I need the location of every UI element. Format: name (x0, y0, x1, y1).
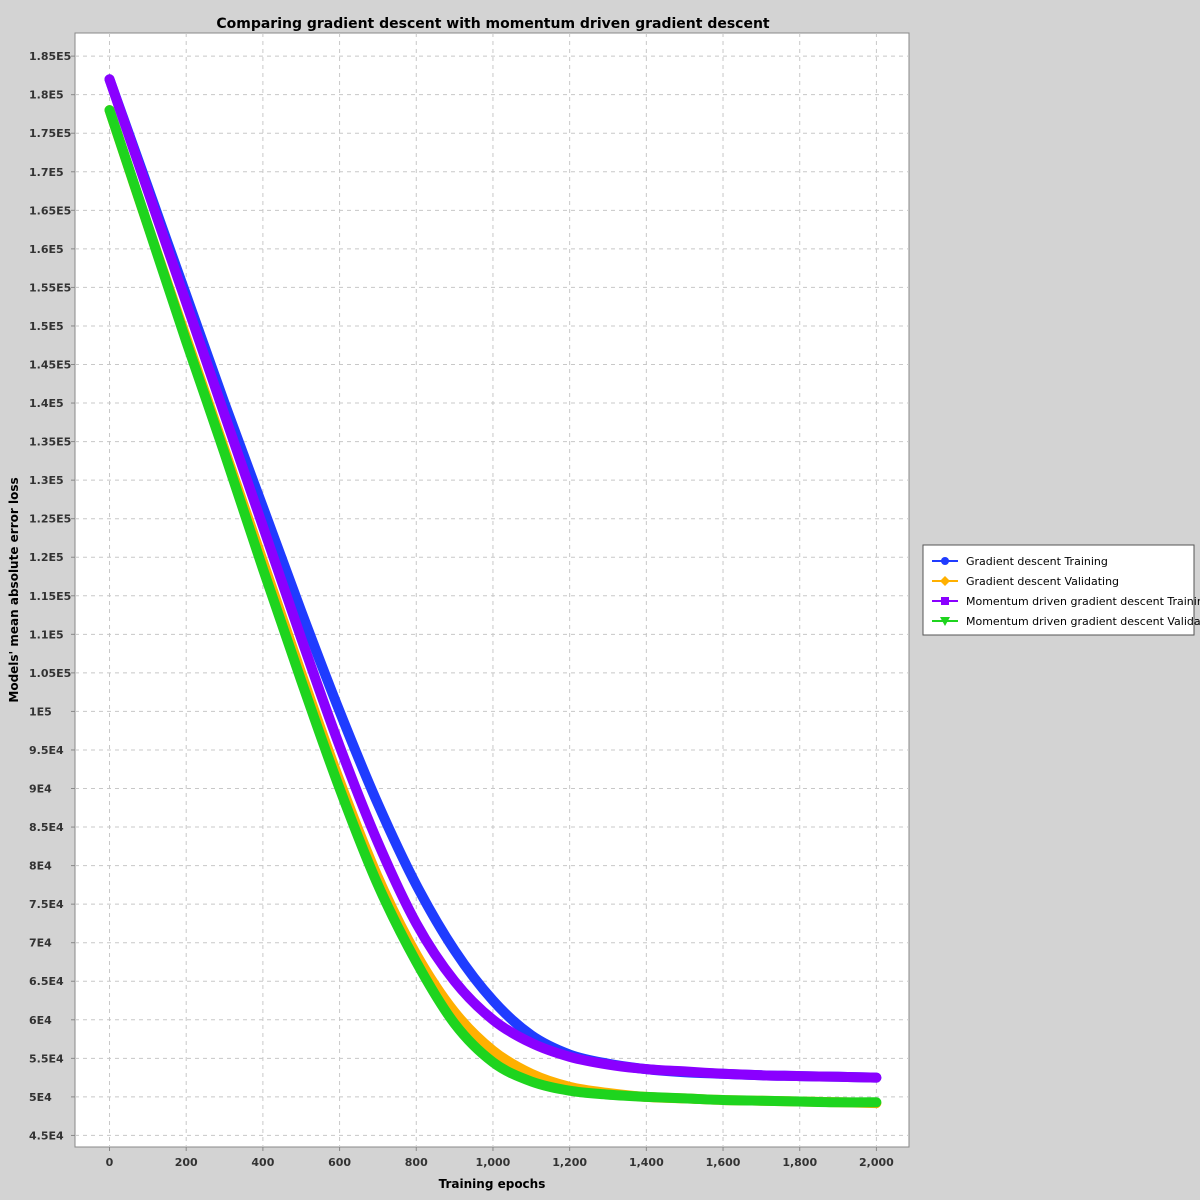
series-lines (104, 74, 882, 1109)
y-tick-label: 1.05E5 (29, 667, 71, 680)
y-tick-label: 1.35E5 (29, 436, 71, 449)
legend-items: Gradient descent Training Gradient descen… (932, 555, 1200, 628)
x-tick-label: 200 (175, 1156, 198, 1169)
series-line-3 (104, 105, 882, 1108)
x-tick-label: 0 (106, 1156, 114, 1169)
y-tick-label: 7E4 (29, 937, 52, 950)
x-tick-label: 400 (251, 1156, 274, 1169)
chart-title: Comparing gradient descent with momentum… (216, 16, 770, 32)
x-tick-label: 2,000 (859, 1156, 894, 1169)
legend-label: Gradient descent Training (966, 555, 1108, 568)
y-tick-label: 1.55E5 (29, 281, 71, 294)
y-tick-label: 1.4E5 (29, 397, 64, 410)
series-line-2 (104, 74, 882, 1083)
legend-label: Momentum driven gradient descent Trainin… (966, 595, 1200, 608)
grid (75, 33, 909, 1147)
x-tick-label: 1,400 (629, 1156, 664, 1169)
legend-label: Gradient descent Validating (966, 575, 1119, 588)
plot-area (74, 32, 910, 1148)
y-axis-label: Models' mean absolute error loss (7, 477, 21, 702)
legend-marker-square (941, 597, 949, 605)
y-tick-label: 6E4 (29, 1014, 52, 1027)
y-tick-label: 1.65E5 (29, 204, 71, 217)
y-tick-label: 1.8E5 (29, 89, 64, 102)
y-tick-label: 6.5E4 (29, 975, 64, 988)
x-axis-label: Training epochs (439, 1177, 546, 1191)
y-tick-label: 1.6E5 (29, 243, 64, 256)
y-tick-label: 1.5E5 (29, 320, 64, 333)
y-tick-label: 1E5 (29, 705, 52, 718)
y-tick-label: 1.25E5 (29, 513, 71, 526)
axes: 0 200 400 600 800 1,000 1,200 1,400 1,600 1,800 2,… (29, 50, 894, 1169)
x-tick-label: 800 (405, 1156, 428, 1169)
legend-marker-diamond (940, 576, 950, 586)
y-tick-label: 9E4 (29, 783, 52, 796)
y-tick-label: 1.1E5 (29, 628, 64, 641)
y-tick-label: 8.5E4 (29, 821, 64, 834)
y-tick-label: 1.3E5 (29, 474, 64, 487)
x-tick-label: 1,600 (706, 1156, 741, 1169)
y-tick-label: 7.5E4 (29, 898, 64, 911)
legend-box (922, 544, 1195, 636)
legend-marker-triangle (940, 617, 950, 626)
y-tick-label: 4.5E4 (29, 1129, 64, 1142)
x-tick-label: 1,800 (782, 1156, 817, 1169)
x-tick-label: 1,200 (552, 1156, 587, 1169)
x-tick-label: 600 (328, 1156, 351, 1169)
y-tick-label: 5E4 (29, 1091, 52, 1104)
legend: Gradient descent Training Gradient descen… (922, 544, 1200, 636)
y-tick-label: 1.15E5 (29, 590, 71, 603)
y-tick-label: 1.7E5 (29, 166, 64, 179)
y-tick-label: 1.45E5 (29, 359, 71, 372)
legend-label: Momentum driven gradient descent Validat… (966, 615, 1200, 628)
y-tick-label: 1.2E5 (29, 551, 64, 564)
y-tick-label: 8E4 (29, 860, 52, 873)
y-tick-label: 5.5E4 (29, 1052, 64, 1065)
y-tick-label: 1.75E5 (29, 127, 71, 140)
legend-marker-circle (941, 557, 949, 565)
y-tick-label: 9.5E4 (29, 744, 64, 757)
y-tick-label: 1.85E5 (29, 50, 71, 63)
x-tick-label: 1,000 (476, 1156, 511, 1169)
